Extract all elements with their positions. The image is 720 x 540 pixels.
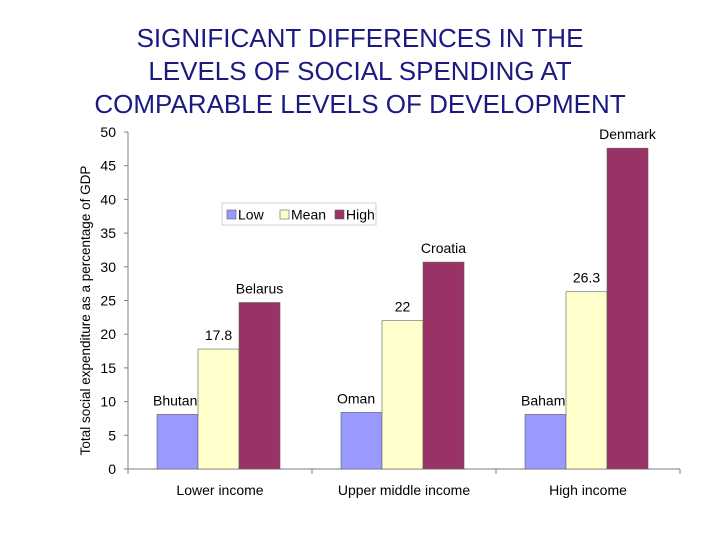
- bar-high: [422, 261, 465, 470]
- legend-swatch-low: [226, 209, 237, 220]
- y-tick-label: 15: [100, 360, 116, 376]
- bar-low: [340, 412, 383, 470]
- y-tick-label: 35: [100, 225, 116, 241]
- data-label: Denmark: [599, 126, 657, 142]
- title-line-3: COMPARABLE LEVELS OF DEVELOPMENT: [94, 89, 626, 119]
- bar-low: [524, 414, 567, 470]
- x-tick-label: Upper middle income: [338, 482, 470, 498]
- x-tick-label: High income: [549, 482, 627, 498]
- y-tick-label: 5: [108, 427, 116, 443]
- data-label: Bhutan: [153, 392, 197, 408]
- data-label: 26.3: [573, 270, 600, 286]
- legend-swatch-high: [334, 209, 345, 220]
- legend-label-low: Low: [238, 207, 265, 223]
- y-tick-label: 25: [100, 293, 116, 309]
- y-tick-label: 10: [100, 394, 116, 410]
- legend-label-mean: Mean: [291, 207, 326, 223]
- bar-mean: [197, 348, 240, 470]
- legend-swatch-mean: [279, 209, 290, 220]
- chart-title: SIGNIFICANT DIFFERENCES IN THE LEVELS OF…: [0, 22, 720, 121]
- bar-high: [606, 147, 649, 470]
- data-label: Croatia: [421, 240, 466, 256]
- y-tick-label: 30: [100, 259, 116, 275]
- bar-mean: [381, 320, 424, 470]
- title-line-1: SIGNIFICANT DIFFERENCES IN THE: [136, 23, 584, 53]
- legend-label-high: High: [346, 207, 375, 223]
- bar-high: [238, 302, 281, 470]
- legend-box: [221, 202, 377, 226]
- bar-mean: [565, 291, 608, 470]
- y-tick-label: 0: [108, 461, 116, 477]
- x-tick-label: Lower income: [176, 482, 263, 498]
- y-tick-label: 45: [100, 158, 116, 174]
- bar-low: [156, 414, 199, 470]
- data-label: Bahamas: [521, 392, 580, 408]
- y-axis-title: Total social expenditure as a percentage…: [78, 166, 93, 456]
- data-label: 22: [395, 299, 411, 315]
- data-label: Oman: [337, 390, 375, 406]
- y-tick-label: 20: [100, 326, 116, 342]
- title-line-2: LEVELS OF SOCIAL SPENDING AT: [148, 56, 572, 86]
- data-label: 17.8: [205, 327, 232, 343]
- data-label: Belarus: [236, 281, 283, 297]
- y-tick-label: 40: [100, 191, 116, 207]
- y-tick-label: 50: [100, 124, 116, 140]
